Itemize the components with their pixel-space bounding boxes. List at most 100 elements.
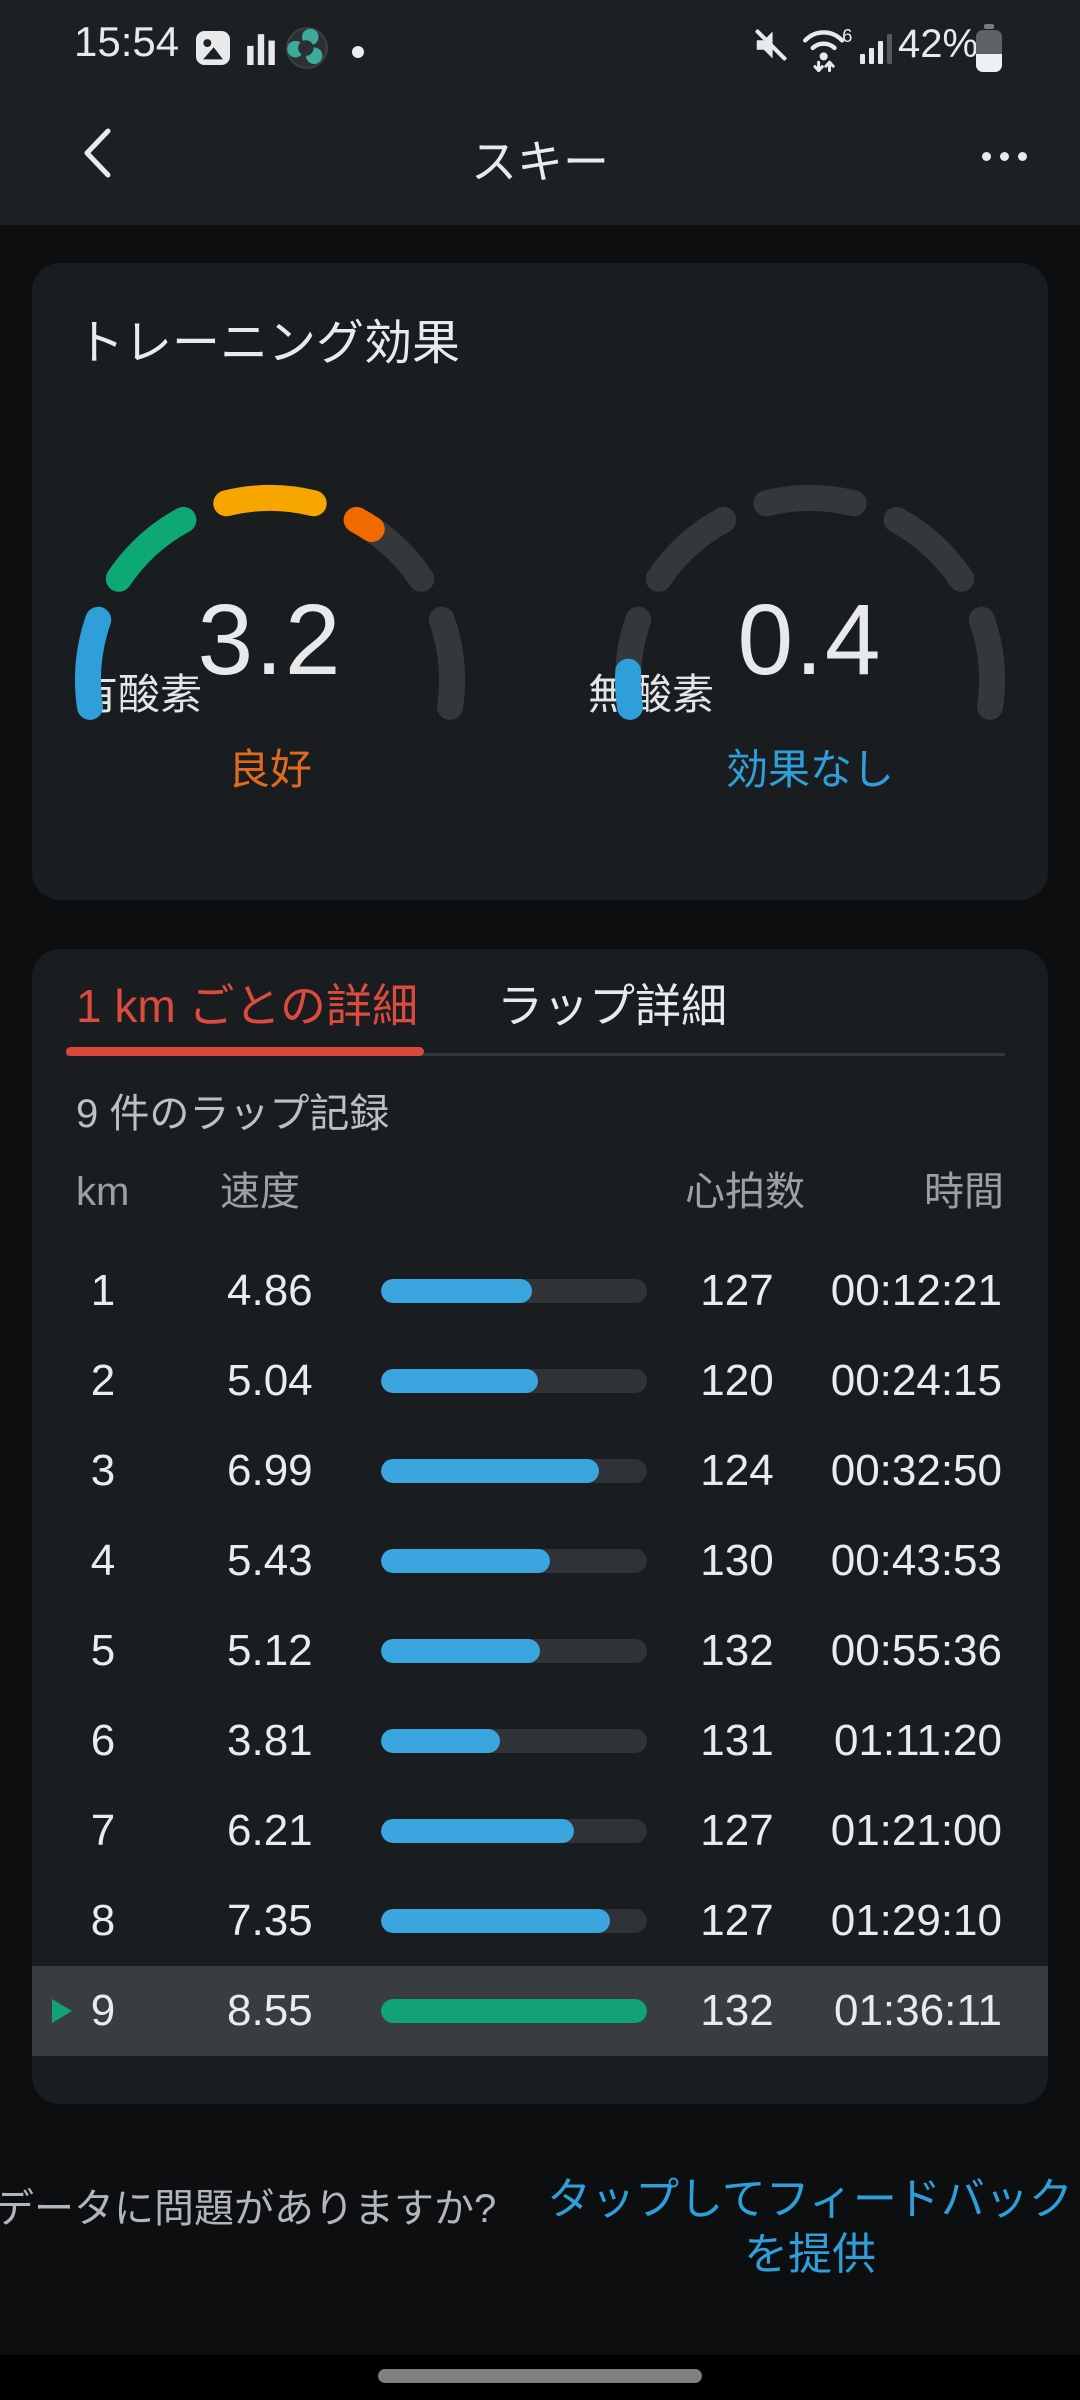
stats-icon	[247, 34, 275, 65]
anaerobic-gauge: 0.4 効果なし	[580, 470, 1040, 830]
laps-card: 1 km ごとの詳細 ラップ詳細 9 件のラップ記録 km 速度 心拍数 時間 …	[32, 949, 1048, 2104]
lap-km: 6	[90, 1716, 116, 1765]
aerobic-status: 良好	[227, 746, 312, 793]
lap-row[interactable]: 6 3.81 131 01:11:20	[32, 1696, 1048, 1786]
lap-time: 00:24:15	[830, 1356, 1002, 1405]
page-title: スキー	[471, 136, 609, 188]
lap-time: 00:32:50	[830, 1446, 1002, 1495]
aerobic-gauge: 3.2 良好	[40, 470, 500, 830]
tab-lap-detail[interactable]: ラップ詳細	[497, 980, 727, 1032]
lap-speed: 6.21	[227, 1806, 313, 1855]
aerobic-gauge-arc	[75, 484, 465, 720]
image-icon	[196, 31, 230, 65]
lap-heart-rate: 127	[700, 1806, 774, 1855]
lap-km: 1	[90, 1266, 116, 1315]
lap-speed: 6.99	[227, 1446, 313, 1495]
current-lap-play-icon	[52, 1999, 72, 2023]
svg-text:6: 6	[842, 25, 852, 46]
lap-row[interactable]: 5 5.12 132 00:55:36	[32, 1606, 1048, 1696]
lap-speed: 5.04	[227, 1356, 313, 1405]
notification-dot	[352, 46, 364, 58]
signal-icon	[860, 34, 892, 64]
lap-km: 2	[90, 1356, 116, 1405]
battery-icon	[976, 24, 1002, 72]
back-button[interactable]	[78, 126, 118, 180]
lap-heart-rate: 132	[700, 1986, 774, 2035]
aerobic-value: 3.2	[197, 584, 343, 696]
column-header-heart-rate: 心拍数	[685, 1170, 805, 1214]
lap-speed-bar-fill	[381, 1639, 541, 1663]
more-dot	[1018, 152, 1027, 161]
lap-heart-rate: 132	[700, 1626, 774, 1675]
lap-speed-bar	[381, 1459, 647, 1483]
lap-speed-bar	[381, 1639, 647, 1663]
laps-summary: 9 件のラップ記録	[76, 1092, 390, 1136]
lap-speed: 7.35	[227, 1896, 313, 1945]
lap-time: 00:43:53	[830, 1536, 1002, 1585]
lap-km: 7	[90, 1806, 116, 1855]
mute-icon	[755, 29, 787, 61]
lap-heart-rate: 120	[700, 1356, 774, 1405]
lap-time: 01:11:20	[833, 1716, 1002, 1765]
lap-speed-bar-fill	[381, 1909, 610, 1933]
lap-km: 9	[90, 1986, 116, 2035]
lap-speed-bar	[381, 1999, 647, 2023]
column-header-time: 時間	[924, 1170, 1004, 1214]
active-tab-underline	[66, 1047, 424, 1056]
lap-heart-rate: 131	[700, 1716, 774, 1765]
anaerobic-gauge-arc	[615, 484, 1005, 720]
lap-speed: 5.12	[227, 1626, 313, 1675]
lap-speed-bar	[381, 1819, 647, 1843]
lap-row[interactable]: 1 4.86 127 00:12:21	[32, 1246, 1048, 1336]
lap-speed-bar-fill	[381, 1279, 533, 1303]
lap-row[interactable]: 2 5.04 120 00:24:15	[32, 1336, 1048, 1426]
lap-speed-bar	[381, 1909, 647, 1933]
lap-heart-rate: 127	[700, 1896, 774, 1945]
lap-time: 00:55:36	[830, 1626, 1002, 1675]
lap-speed-bar-fill	[381, 1819, 575, 1843]
anaerobic-label: 無酸素	[588, 671, 715, 718]
lap-row[interactable]: 9 8.55 132 01:36:11	[32, 1966, 1048, 2056]
header-zone: 15:54 6	[0, 0, 1080, 225]
anaerobic-status: 効果なし	[725, 746, 894, 793]
lap-time: 01:36:11	[833, 1986, 1002, 2035]
lap-speed-bar	[381, 1549, 647, 1573]
lap-km: 5	[90, 1626, 116, 1675]
lap-row[interactable]: 4 5.43 130 00:43:53	[32, 1516, 1048, 1606]
lap-speed: 5.43	[227, 1536, 313, 1585]
lap-km: 3	[90, 1446, 116, 1495]
feedback-question: データに問題がありますか?	[0, 2187, 497, 2231]
lap-time: 01:21:00	[830, 1806, 1002, 1855]
lap-time: 01:29:10	[830, 1896, 1002, 1945]
lap-speed: 4.86	[227, 1266, 313, 1315]
lap-row[interactable]: 3 6.99 124 00:32:50	[32, 1426, 1048, 1516]
lap-speed-bar-fill	[381, 1729, 500, 1753]
sports-icon	[286, 27, 328, 69]
column-header-km: km	[76, 1170, 130, 1214]
column-header-speed: 速度	[220, 1170, 300, 1214]
lap-speed-bar-fill	[381, 1549, 550, 1573]
wifi6-icon: 6	[803, 25, 852, 73]
tab-divider	[66, 1053, 1005, 1056]
lap-speed-bar	[381, 1369, 647, 1393]
feedback-link[interactable]: タップしてフィードバックを提供	[547, 2175, 1073, 2279]
lap-heart-rate: 130	[700, 1536, 774, 1585]
more-dot	[1000, 152, 1009, 161]
lap-speed-bar-fill	[381, 1999, 647, 2023]
gesture-pill[interactable]	[378, 2369, 702, 2383]
lap-speed-bar-fill	[381, 1459, 599, 1483]
lap-heart-rate: 127	[700, 1266, 774, 1315]
lap-km: 4	[90, 1536, 116, 1585]
system-nav-bar	[0, 2355, 1080, 2400]
status-time: 15:54	[74, 18, 180, 65]
lap-speed-bar	[381, 1279, 647, 1303]
lap-speed-bar-fill	[381, 1369, 538, 1393]
lap-row[interactable]: 7 6.21 127 01:21:00	[32, 1786, 1048, 1876]
lap-speed: 3.81	[227, 1716, 313, 1765]
tab-per-km-detail[interactable]: 1 km ごとの詳細	[76, 980, 419, 1032]
more-options-button[interactable]	[976, 146, 1033, 167]
lap-speed-bar	[381, 1729, 647, 1753]
lap-row[interactable]: 8 7.35 127 01:29:10	[32, 1876, 1048, 1966]
training-card-title: トレーニング効果	[76, 317, 461, 370]
